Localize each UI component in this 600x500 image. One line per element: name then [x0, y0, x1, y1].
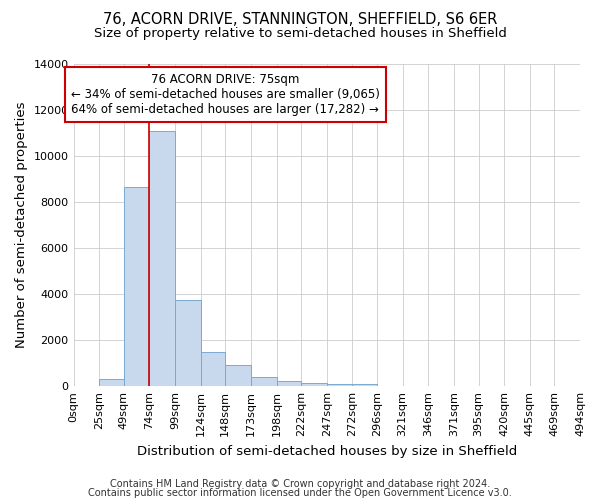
Text: Contains HM Land Registry data © Crown copyright and database right 2024.: Contains HM Land Registry data © Crown c…	[110, 479, 490, 489]
Bar	[277, 381, 301, 386]
Bar	[99, 379, 124, 386]
Text: 76, ACORN DRIVE, STANNINGTON, SHEFFIELD, S6 6ER: 76, ACORN DRIVE, STANNINGTON, SHEFFIELD,…	[103, 12, 497, 28]
Y-axis label: Number of semi-detached properties: Number of semi-detached properties	[15, 102, 28, 348]
X-axis label: Distribution of semi-detached houses by size in Sheffield: Distribution of semi-detached houses by …	[137, 444, 517, 458]
Bar	[200, 352, 225, 386]
Bar	[124, 187, 149, 386]
Bar	[251, 376, 277, 386]
Bar	[301, 383, 327, 386]
Text: 76 ACORN DRIVE: 75sqm
← 34% of semi-detached houses are smaller (9,065)
64% of s: 76 ACORN DRIVE: 75sqm ← 34% of semi-deta…	[71, 73, 380, 116]
Bar	[175, 300, 200, 386]
Text: Contains public sector information licensed under the Open Government Licence v3: Contains public sector information licen…	[88, 488, 512, 498]
Bar	[352, 384, 377, 386]
Bar	[149, 130, 175, 386]
Text: Size of property relative to semi-detached houses in Sheffield: Size of property relative to semi-detach…	[94, 28, 506, 40]
Bar	[225, 364, 251, 386]
Bar	[327, 384, 352, 386]
